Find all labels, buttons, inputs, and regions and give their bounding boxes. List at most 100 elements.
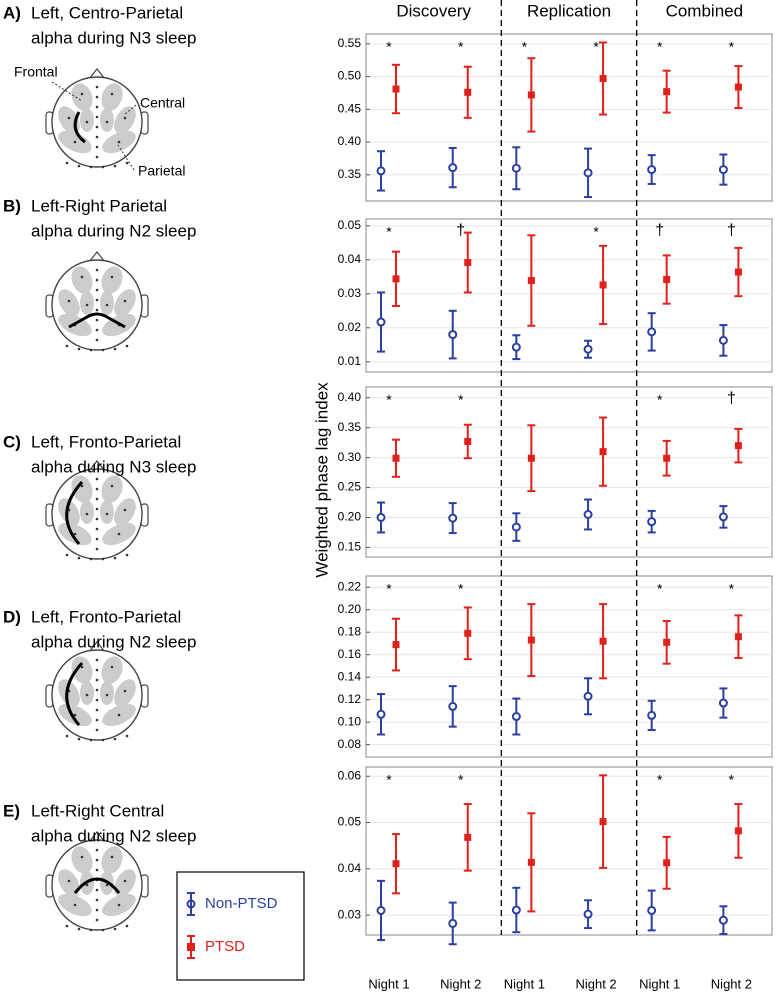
annotation: Parietal (138, 163, 185, 179)
marker (647, 327, 657, 337)
y-tick-label: 0.18 (338, 624, 362, 638)
marker (663, 638, 671, 646)
legend-label: PTSD (205, 938, 245, 955)
significance-marker: * (657, 392, 663, 408)
panel-label: B) (3, 196, 21, 215)
plot-area (365, 218, 773, 373)
marker (448, 701, 458, 711)
marker (527, 91, 535, 99)
group-header: Replication (527, 1, 611, 20)
marker (583, 168, 593, 178)
marker (647, 710, 657, 720)
marker (583, 510, 593, 519)
y-tick-label: 0.22 (338, 579, 362, 593)
marker (376, 709, 386, 719)
significance-marker: * (386, 581, 392, 597)
head-diagram (45, 641, 149, 742)
y-tick-label: 0.30 (338, 450, 362, 464)
marker (599, 818, 607, 826)
marker (448, 513, 458, 523)
marker (376, 512, 386, 522)
head-diagram (45, 460, 149, 561)
x-tick-label: Night 2 (575, 976, 616, 991)
group-header: Discovery (396, 1, 471, 20)
y-tick-label: 0.05 (338, 815, 362, 829)
marker (392, 860, 400, 868)
y-tick-label: 0.10 (338, 714, 362, 728)
significance-marker: * (458, 39, 464, 55)
marker (647, 165, 657, 175)
y-tick-label: 0.55 (338, 36, 362, 50)
marker (599, 637, 607, 645)
significance-marker: * (386, 39, 392, 55)
marker (663, 454, 671, 462)
y-tick-label: 0.01 (338, 354, 362, 368)
y-tick-label: 0.25 (338, 480, 362, 494)
panel-title: alpha during N3 sleep (31, 457, 196, 476)
panel-title: alpha during N3 sleep (31, 28, 196, 47)
panel-label: E) (3, 801, 20, 820)
significance-marker: * (458, 581, 464, 597)
y-tick-label: 0.03 (338, 286, 362, 300)
annotation: Frontal (14, 64, 58, 80)
marker (464, 833, 472, 841)
marker (647, 517, 657, 527)
significance-marker: † (456, 222, 465, 239)
significance-marker: * (386, 772, 392, 788)
y-tick-label: 0.04 (338, 252, 362, 266)
y-tick-label: 0.20 (338, 510, 362, 524)
marker (734, 827, 742, 835)
marker (376, 166, 386, 176)
significance-marker: * (657, 581, 663, 597)
significance-marker: * (729, 772, 735, 788)
head-diagram (45, 251, 149, 352)
significance-marker: * (458, 772, 464, 788)
plot-area (365, 575, 773, 758)
marker (583, 344, 593, 354)
y-tick-label: 0.06 (338, 768, 362, 782)
legend-label: Non-PTSD (205, 895, 278, 912)
significance-marker: * (386, 392, 392, 408)
marker (392, 641, 400, 649)
significance-marker: † (655, 222, 664, 239)
y-tick-label: 0.45 (338, 101, 362, 115)
y-tick-label: 0.16 (338, 647, 362, 661)
panel-title: Left, Fronto-Parietal (31, 607, 181, 626)
marker (511, 342, 521, 352)
marker (392, 454, 400, 462)
marker (599, 75, 607, 83)
significance-marker: * (522, 39, 528, 55)
significance-marker: * (729, 581, 735, 597)
marker (511, 163, 521, 173)
marker (663, 88, 671, 96)
panel-title: Left-Right Central (31, 801, 164, 820)
marker (376, 905, 386, 915)
marker (511, 905, 521, 915)
y-tick-label: 0.12 (338, 692, 362, 706)
significance-marker: * (729, 39, 735, 55)
panel-label: D) (3, 607, 21, 626)
marker (527, 454, 535, 462)
significance-marker: † (727, 222, 736, 239)
y-tick-label: 0.35 (338, 167, 362, 181)
marker (718, 915, 728, 925)
x-tick-label: Night 1 (368, 976, 409, 991)
significance-marker: † (727, 390, 736, 407)
marker (448, 163, 458, 173)
marker (464, 629, 472, 637)
marker (448, 918, 458, 928)
head-diagram (45, 831, 149, 932)
x-tick-label: Night 1 (504, 976, 545, 991)
marker (663, 276, 671, 284)
panel-title: alpha during N2 sleep (31, 221, 196, 240)
marker (376, 317, 386, 327)
panel-label: C) (3, 432, 21, 451)
panel-title: alpha during N2 sleep (31, 632, 196, 651)
x-tick-label: Night 2 (711, 976, 752, 991)
marker (511, 522, 521, 532)
head-diagram (45, 68, 149, 170)
marker (734, 83, 742, 91)
y-tick-label: 0.20 (338, 602, 362, 616)
marker (718, 335, 728, 345)
marker (647, 905, 657, 915)
